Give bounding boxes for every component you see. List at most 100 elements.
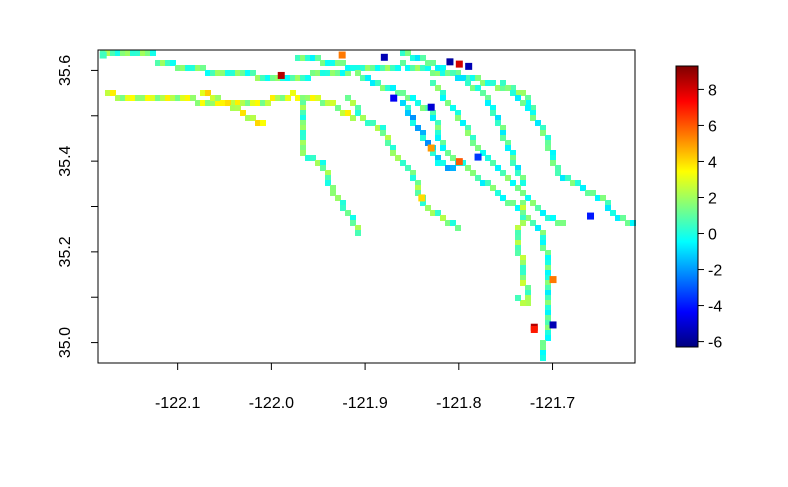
grid-cell — [420, 200, 426, 206]
grid-cell — [110, 50, 116, 56]
grid-cell — [450, 155, 456, 161]
grid-cell — [205, 90, 211, 96]
grid-cell — [325, 170, 331, 176]
grid-cell — [570, 180, 576, 186]
grid-cell — [505, 200, 511, 206]
grid-cell — [390, 150, 396, 156]
grid-cell — [605, 200, 611, 206]
grid-cell — [250, 115, 256, 121]
value-cell — [446, 58, 454, 66]
grid-cell — [495, 85, 501, 91]
grid-cell — [500, 85, 506, 91]
grid-cell — [400, 60, 406, 66]
grid-cell — [415, 55, 421, 61]
grid-cell — [600, 195, 606, 201]
grid-cell — [300, 120, 306, 126]
grid-cell — [410, 55, 416, 61]
grid-cell — [405, 95, 411, 101]
grid-cell — [340, 205, 346, 211]
grid-cell — [560, 175, 566, 181]
grid-cell — [365, 75, 371, 81]
grid-cell — [205, 100, 211, 106]
grid-cell — [255, 120, 261, 126]
grid-cell — [420, 55, 426, 61]
grid-cell — [350, 215, 356, 221]
grid-cell — [435, 210, 441, 216]
grid-cell — [260, 120, 266, 126]
grid-cell — [345, 70, 351, 76]
value-cell — [455, 158, 463, 166]
grid-cell — [510, 180, 516, 186]
grid-cell — [415, 100, 421, 106]
grid-cell — [540, 350, 546, 356]
grid-cell — [300, 150, 306, 156]
grid-cell — [410, 120, 416, 126]
grid-cell — [320, 165, 326, 171]
grid-cell — [445, 220, 451, 226]
grid-cell — [540, 345, 546, 351]
grid-cell — [500, 130, 506, 136]
grid-cell — [560, 220, 566, 226]
x-tick-label: -122.0 — [249, 395, 294, 412]
grid-cell — [330, 70, 336, 76]
grid-cell — [325, 100, 331, 106]
grid-cell — [400, 100, 406, 106]
grid-cell — [430, 70, 436, 76]
grid-cell — [345, 110, 351, 116]
grid-cell — [575, 180, 581, 186]
grid-cell — [325, 175, 331, 181]
grid-cell — [265, 100, 271, 106]
grid-cell — [355, 65, 361, 71]
grid-cell — [280, 95, 286, 101]
grid-cell — [470, 135, 476, 141]
grid-cell — [540, 125, 546, 131]
grid-cell — [210, 95, 216, 101]
grid-cell — [435, 65, 441, 71]
grid-cell — [410, 95, 416, 101]
grid-cell — [510, 155, 516, 161]
grid-cell — [355, 110, 361, 116]
grid-cell — [405, 105, 411, 111]
grid-cell — [500, 125, 506, 131]
grid-cell — [350, 65, 356, 71]
colorbar-tick-label: 8 — [708, 82, 717, 99]
grid-cell — [410, 175, 416, 181]
grid-cell — [545, 250, 551, 256]
grid-cell — [360, 75, 366, 81]
grid-cell — [540, 340, 546, 346]
grid-cell — [305, 155, 311, 161]
grid-cell — [435, 130, 441, 136]
grid-cell — [180, 95, 186, 101]
grid-cell — [395, 90, 401, 96]
grid-cell — [450, 220, 456, 226]
grid-cell — [515, 225, 521, 231]
y-tick-label: 35.4 — [57, 145, 74, 176]
grid-cell — [200, 90, 206, 96]
grid-cell — [545, 260, 551, 266]
grid-cell — [110, 90, 116, 96]
grid-cell — [500, 195, 506, 201]
grid-cell — [375, 80, 381, 86]
grid-cell — [545, 300, 551, 306]
grid-cell — [355, 230, 361, 236]
grid-cell — [205, 70, 211, 76]
grid-cell — [400, 160, 406, 166]
grid-cell — [145, 95, 151, 101]
grid-cell — [555, 170, 561, 176]
grid-cell — [240, 100, 246, 106]
grid-cell — [300, 115, 306, 121]
grid-cell — [545, 140, 551, 146]
grid-cell — [515, 250, 521, 256]
grid-cell — [300, 130, 306, 136]
grid-cell — [520, 215, 526, 221]
grid-cell — [500, 80, 506, 86]
grid-cell — [195, 65, 201, 71]
grid-cell — [300, 75, 306, 81]
value-cell — [530, 325, 538, 333]
grid-cell — [545, 270, 551, 276]
grid-cell — [325, 60, 331, 66]
grid-cell — [525, 295, 531, 301]
grid-cell — [520, 255, 526, 261]
grid-cell — [355, 105, 361, 111]
grid-cell — [235, 70, 241, 76]
